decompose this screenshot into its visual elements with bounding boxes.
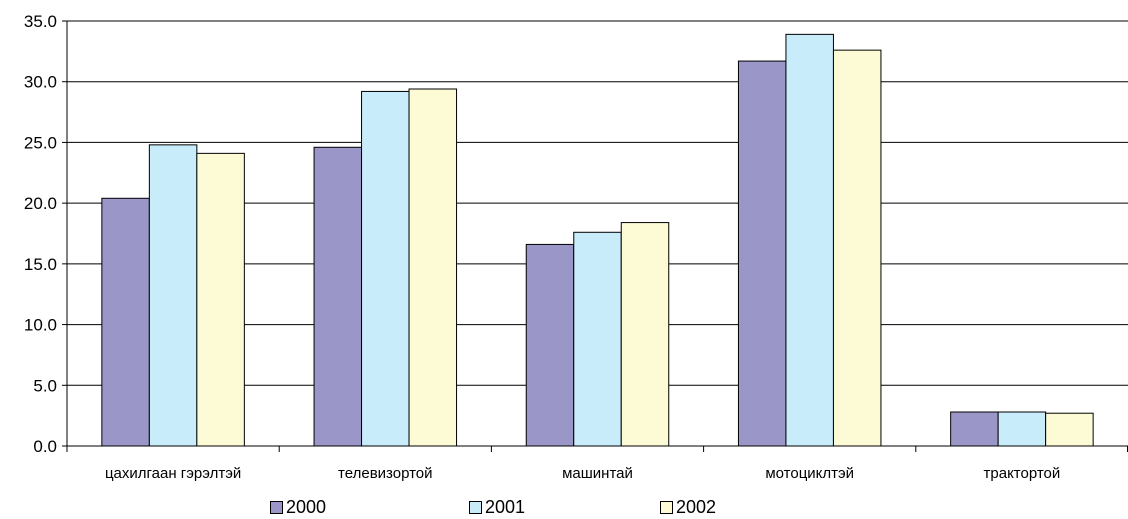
y-tick-label: 20.0: [24, 194, 57, 213]
bar-2000-3: [737, 60, 787, 447]
bar-2001-3: [785, 33, 834, 447]
bars: [101, 33, 1094, 447]
legend-swatch-2000: [270, 500, 283, 514]
bar-2001-1: [361, 90, 410, 447]
x-category-label: цахилгаан гэрэлтэй: [105, 465, 241, 482]
bar-2002-3: [832, 49, 882, 447]
y-axis-ticks: 0.0 5.0 10.0 15.0 20.0 25.0 30.0 35.0: [24, 12, 67, 456]
legend-label-2001: 2001: [485, 497, 526, 517]
y-tick-label: 25.0: [24, 133, 57, 152]
x-category-label: трактортой: [984, 465, 1061, 482]
bar-2002-4: [1045, 412, 1094, 447]
bar-2000-4: [950, 411, 999, 447]
bar-chart: 0.0 5.0 10.0 15.0 20.0 25.0 30.0 35.0 цахилгаан…: [24, 12, 1128, 482]
legend-swatch-2001: [469, 500, 482, 514]
legend-item-2000: 2000: [270, 497, 326, 517]
legend-item-2001: 2001: [469, 497, 525, 517]
x-axis-labels: цахилгаан гэрэлтэй телевизортой машинтай мо…: [105, 465, 1060, 482]
bar-2000-1: [313, 146, 363, 447]
y-tick-label: 10.0: [24, 316, 57, 335]
y-tick-label: 30.0: [24, 73, 57, 92]
bar-2000-0: [101, 197, 150, 447]
bar-2002-0: [196, 152, 245, 447]
x-category-label: машинтай: [562, 465, 633, 482]
x-category-label: телевизортой: [338, 465, 432, 482]
y-tick-label: 35.0: [24, 12, 57, 31]
legend: 2000 2001 2002: [0, 497, 1128, 519]
bar-2001-2: [573, 231, 622, 447]
legend-label-2002: 2002: [676, 497, 717, 517]
bar-2002-1: [408, 88, 458, 447]
bar-2001-4: [997, 411, 1047, 447]
legend-item-2002: 2002: [660, 497, 716, 517]
x-category-label: мотоциклтэй: [765, 465, 854, 482]
y-tick-label: 0.0: [33, 437, 57, 456]
legend-label-2000: 2000: [286, 497, 327, 517]
y-tick-label: 15.0: [24, 255, 57, 274]
bar-2000-2: [525, 243, 575, 447]
legend-swatch-2002: [660, 500, 673, 514]
y-tick-label: 5.0: [33, 376, 57, 395]
bar-2001-0: [148, 144, 198, 447]
bar-2002-2: [620, 222, 670, 447]
